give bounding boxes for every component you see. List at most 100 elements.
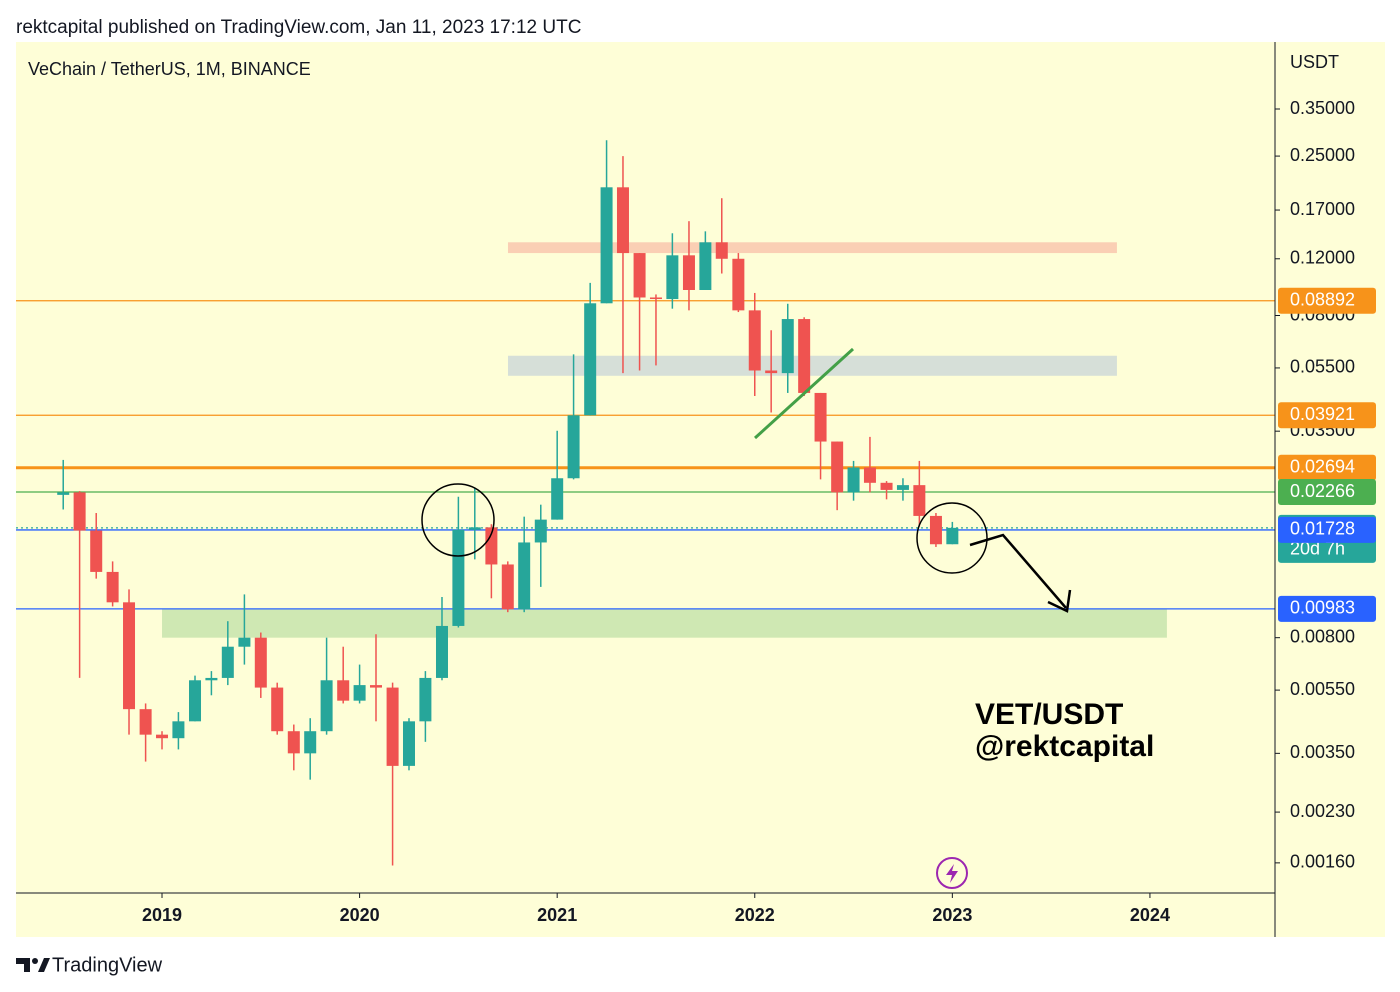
- candle-body: [649, 297, 662, 300]
- candle-body: [468, 527, 481, 530]
- highlight-circle: [916, 502, 988, 574]
- x-tick-label: 2023: [932, 905, 972, 925]
- event-icon: [936, 857, 968, 889]
- price-badge: [1278, 479, 1376, 506]
- price-countdown: 20d 7h: [1290, 539, 1345, 559]
- candle-body: [90, 530, 103, 572]
- logo: [16, 958, 50, 972]
- candle-body: [156, 734, 169, 739]
- x-tick-label: 2021: [537, 905, 577, 925]
- price-badge-label: 0.03921: [1290, 404, 1355, 424]
- y-tick-label: 0.25000: [1290, 145, 1355, 165]
- logo-mark: [32, 958, 38, 964]
- candle-body: [798, 319, 811, 393]
- candle-body: [913, 485, 926, 516]
- annotation: @rektcapital: [975, 730, 1154, 763]
- candle-body: [748, 310, 761, 371]
- x-tick-label: 2019: [142, 905, 182, 925]
- candle-body: [814, 392, 827, 442]
- candle-body: [106, 571, 119, 603]
- candle-body: [287, 731, 300, 754]
- candle-body: [254, 637, 267, 688]
- price-badge-label: 0.08892: [1290, 289, 1355, 309]
- footer: TradingView: [52, 954, 163, 976]
- price-badge-label: 0.02266: [1290, 481, 1355, 501]
- candle-body: [534, 519, 547, 543]
- candle-body: [73, 492, 86, 531]
- candle-body: [896, 485, 909, 490]
- candle-body: [402, 721, 415, 766]
- event-icon-bolt: [946, 864, 958, 883]
- candle-body: [929, 515, 942, 545]
- candle-body: [452, 529, 465, 626]
- y-tick-label: 0.05500: [1290, 357, 1355, 377]
- candle-body: [765, 370, 778, 374]
- candle-body: [682, 255, 695, 290]
- y-tick-label: 0.00230: [1290, 801, 1355, 821]
- arrow-head: [1047, 589, 1072, 613]
- candle-body: [123, 602, 136, 710]
- zones: [162, 242, 1167, 638]
- candle-body: [271, 687, 284, 732]
- candle-body: [715, 242, 728, 259]
- candle-body: [831, 441, 844, 493]
- zone: [507, 242, 1117, 254]
- price-badge: [1278, 287, 1376, 314]
- y-tick-label: 0.12000: [1290, 248, 1355, 268]
- logo-mark: [38, 958, 50, 972]
- trend-line: [753, 347, 855, 440]
- candle-body: [567, 415, 580, 479]
- candle-body: [320, 680, 333, 732]
- candle-body: [485, 527, 498, 565]
- candle-body: [666, 255, 679, 300]
- candle-body: [189, 680, 202, 722]
- logo-mark: [16, 958, 30, 972]
- price-badge: [1278, 516, 1376, 543]
- y-tick-label: 0.00800: [1290, 626, 1355, 646]
- candles: [57, 140, 959, 866]
- y-tick-label: 0.00550: [1290, 679, 1355, 699]
- x-tick-label: 2024: [1130, 905, 1170, 925]
- price-badge-label: 0.00983: [1290, 598, 1355, 618]
- candle-body: [616, 187, 629, 254]
- candle-body: [732, 258, 745, 311]
- candle-body: [337, 680, 350, 701]
- candle-body: [238, 637, 251, 647]
- candle-body: [946, 527, 959, 545]
- chart-title: VeChain / TetherUS, 1M, BINANCE: [28, 59, 311, 79]
- axis-unit: USDT: [1290, 52, 1339, 72]
- price-badge-label: 0.01728: [1290, 519, 1355, 539]
- candle-body: [369, 685, 382, 688]
- candle-body: [57, 492, 70, 495]
- candle-body: [863, 467, 876, 483]
- candle-body: [781, 319, 794, 374]
- zone: [507, 355, 1117, 376]
- y-tick-label: 0.17000: [1290, 199, 1355, 219]
- candle-body: [304, 731, 317, 754]
- candle-body: [518, 542, 531, 610]
- x-tick-label: 2022: [735, 905, 775, 925]
- zone: [162, 609, 1167, 638]
- candle-body: [172, 721, 185, 739]
- candle-body: [501, 564, 514, 610]
- header: rektcapital published on TradingView.com…: [16, 17, 581, 38]
- candle-body: [353, 685, 366, 701]
- chart-frame: [16, 42, 1385, 937]
- candle-body: [880, 482, 893, 490]
- candle-body: [600, 187, 613, 304]
- arrow: [969, 533, 1067, 609]
- candle-body: [699, 242, 712, 290]
- highlight-circle: [421, 483, 495, 557]
- y-tick-label: 0.35000: [1290, 98, 1355, 118]
- price-badge: [1278, 595, 1376, 622]
- annotation: VET/USDT: [975, 698, 1123, 731]
- price-badge: [1278, 454, 1376, 481]
- candle-body: [551, 478, 564, 520]
- candle-body: [847, 467, 860, 493]
- candle-body: [419, 677, 432, 722]
- candle-body: [435, 625, 448, 678]
- price-badge: [1278, 402, 1376, 429]
- candle-body: [386, 687, 399, 766]
